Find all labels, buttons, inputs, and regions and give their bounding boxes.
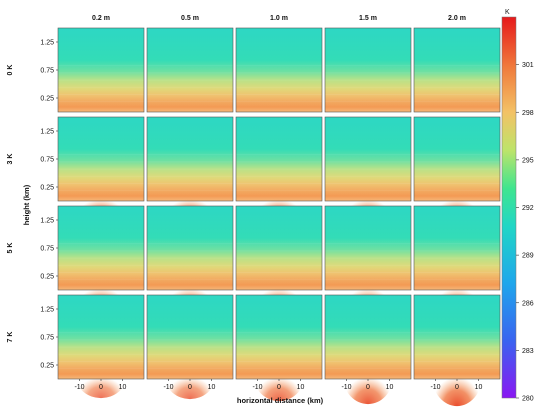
panel-frame: [235, 27, 323, 113]
row-titles: 0 K 3 K 5 K 7 K: [7, 65, 14, 343]
y-axis-label: height (km): [22, 184, 31, 225]
heatmap-panel: 1.25 0.75 0.25: [40, 205, 145, 306]
x-tick-label: -10: [163, 384, 173, 391]
heatmap-panel: [235, 27, 323, 113]
y-tick-label: 0.25: [40, 185, 54, 192]
panel-frame: [146, 205, 234, 291]
y-tick-label: 1.25: [40, 129, 54, 136]
warm-plume: [343, 349, 393, 405]
y-tick-label: 0.75: [40, 68, 54, 75]
x-tick-label: 10: [297, 384, 305, 391]
x-tick-label: 0: [455, 384, 459, 391]
y-tick-label: 0.75: [40, 335, 54, 342]
x-tick-label: -10: [74, 384, 84, 391]
panel-frame: [324, 205, 412, 291]
x-tick-label: 0: [366, 384, 370, 391]
colorbar-tick-label: 289: [522, 253, 534, 260]
heatmap-panel: [146, 205, 234, 307]
colorbar-tick-label: 292: [522, 205, 534, 212]
heatmap-panel: -10 0 10: [324, 294, 412, 405]
heatmap-panel: [324, 205, 412, 311]
heatmap-panel: 1.25 0.75 0.25: [40, 116, 145, 214]
y-tick-label: 1.25: [40, 218, 54, 225]
colorbar-unit: K: [505, 9, 510, 16]
y-tick-label: 0.25: [40, 274, 54, 281]
heatmap-field: [58, 28, 144, 112]
x-tick-label: 10: [119, 384, 127, 391]
column-title: 1.5 m: [359, 15, 377, 22]
x-tick-label: 10: [208, 384, 216, 391]
heatmap-field: [236, 28, 322, 112]
heatmap-panel: [324, 116, 412, 217]
colorbar-ticks: 301 298 295 292 289 286 283 280: [516, 62, 534, 403]
x-tick-label: 10: [386, 384, 394, 391]
row-title: 7 K: [7, 332, 14, 343]
row-title: 5 K: [7, 243, 14, 254]
heatmap-panel: -10 0 10: [413, 294, 501, 407]
colorbar-tick-label: 301: [522, 62, 534, 69]
heatmap-panel: [235, 116, 323, 215]
panel-frame: [413, 27, 501, 113]
colorbar-tick-label: 280: [522, 396, 534, 403]
heatmap-field: [147, 28, 233, 112]
x-tick-label: 10: [475, 384, 483, 391]
panel-frame: [324, 27, 412, 113]
colorbar-tick-label: 298: [522, 110, 534, 117]
y-tick-label: 1.25: [40, 307, 54, 314]
heatmap-field: [325, 28, 411, 112]
heatmap-panel: -10 0 10: [235, 294, 323, 402]
heatmap-panel: [413, 27, 501, 113]
x-tick-label: 0: [277, 384, 281, 391]
y-tick-label: 1.25: [40, 40, 54, 47]
heatmap-field: [414, 28, 500, 112]
x-tick-label: -10: [252, 384, 262, 391]
heatmap-panel: [413, 116, 501, 217]
heatmap-panel: [146, 116, 234, 215]
heatmap-panel: 1.25 0.75 0.25 -10 0 10: [40, 294, 145, 399]
column-title: 0.2 m: [92, 15, 110, 22]
x-tick-label: 0: [99, 384, 103, 391]
panel-frame: [146, 27, 234, 113]
row-title: 3 K: [7, 154, 14, 165]
column-title: 2.0 m: [448, 15, 466, 22]
heatmap-panel: [146, 27, 234, 113]
heatmap-panel: 1.25 0.75 0.25: [40, 27, 145, 113]
warm-plume: [254, 352, 304, 402]
y-tick-label: 0.75: [40, 157, 54, 164]
heatmap-panel: -10 0 10: [146, 294, 234, 400]
heatmap-panel: [235, 205, 323, 308]
colorbar-tick-label: 295: [522, 157, 534, 164]
panel-frame: [413, 116, 501, 202]
heatmap-panel: [324, 27, 412, 113]
colorbar-scale: [501, 16, 517, 399]
panel-frame: [413, 205, 501, 291]
colorbar-tick-label: 286: [522, 300, 534, 307]
panel-frame: [235, 205, 323, 291]
warm-plume: [432, 347, 482, 407]
y-tick-label: 0.25: [40, 96, 54, 103]
colorbar-tick-label: 283: [522, 348, 534, 355]
panel-frame: [324, 116, 412, 202]
panel-frame: [235, 116, 323, 202]
x-tick-label: -10: [341, 384, 351, 391]
warm-plume: [165, 354, 215, 400]
column-title: 1.0 m: [270, 15, 288, 22]
y-tick-label: 0.75: [40, 246, 54, 253]
x-tick-label: -10: [430, 384, 440, 391]
y-tick-label: 0.25: [40, 363, 54, 370]
row-title: 0 K: [7, 65, 14, 76]
colorbar: K 301 298 295 292 289 286 283 280: [501, 9, 534, 403]
warm-plume: [76, 355, 126, 399]
panel-frame: [146, 116, 234, 202]
panel-grid: 1.250.750.251.250.750.251.250.750.251.25…: [40, 27, 501, 407]
x-tick-label: 0: [188, 384, 192, 391]
x-axis-label: horizontal distance (km): [237, 396, 324, 405]
column-title: 0.5 m: [181, 15, 199, 22]
column-titles: 0.2 m 0.5 m 1.0 m 1.5 m 2.0 m: [92, 15, 466, 22]
